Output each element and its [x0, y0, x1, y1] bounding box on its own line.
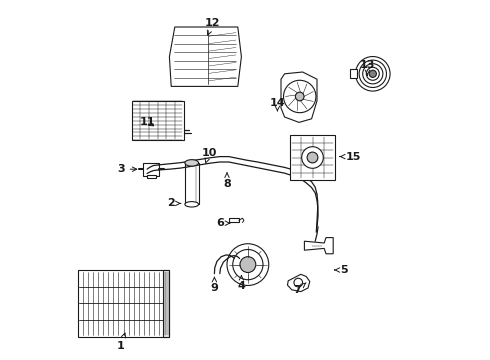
Polygon shape: [170, 27, 242, 86]
Bar: [147, 175, 156, 178]
Text: 3: 3: [117, 164, 137, 174]
Text: 11: 11: [140, 117, 155, 127]
Bar: [229, 218, 239, 222]
Circle shape: [369, 70, 376, 77]
Circle shape: [307, 152, 318, 163]
Circle shape: [356, 57, 390, 91]
Ellipse shape: [185, 160, 198, 166]
Bar: [290, 135, 335, 180]
Bar: [77, 270, 170, 337]
Ellipse shape: [185, 202, 198, 207]
Text: 15: 15: [340, 152, 361, 162]
Text: 5: 5: [335, 265, 348, 275]
Text: 7: 7: [294, 283, 306, 295]
Circle shape: [240, 257, 256, 273]
Text: 1: 1: [117, 333, 125, 351]
Bar: [185, 163, 198, 204]
Bar: [144, 163, 159, 176]
Polygon shape: [304, 238, 333, 254]
Text: 6: 6: [216, 218, 230, 228]
Text: 12: 12: [205, 18, 220, 35]
Text: 10: 10: [201, 148, 217, 163]
Text: 2: 2: [167, 198, 181, 208]
Bar: [132, 101, 184, 140]
Circle shape: [295, 92, 304, 101]
Text: 9: 9: [211, 277, 219, 293]
Circle shape: [302, 147, 323, 168]
Polygon shape: [288, 274, 310, 292]
Polygon shape: [281, 72, 317, 122]
Bar: [163, 270, 170, 337]
Text: 14: 14: [270, 98, 285, 111]
Text: 4: 4: [238, 275, 245, 291]
Circle shape: [294, 278, 303, 287]
Text: 8: 8: [223, 173, 231, 189]
Circle shape: [227, 244, 269, 285]
Bar: [350, 69, 357, 78]
Circle shape: [233, 249, 263, 280]
Text: 13: 13: [360, 60, 375, 75]
